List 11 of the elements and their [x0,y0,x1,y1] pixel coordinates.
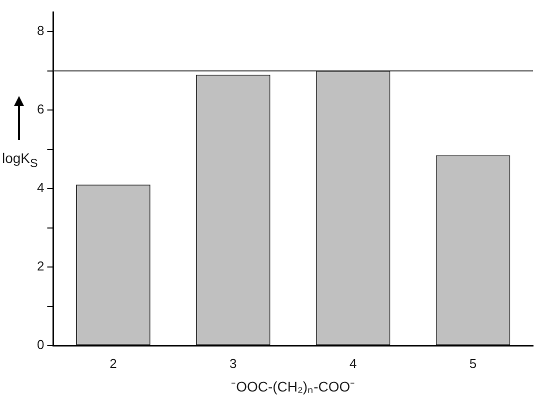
x-tick-label: 4 [349,356,357,371]
y-tick-label: 2 [36,258,44,274]
y-axis-title: logK$_{S}$ [2,150,38,170]
y-tick-label: 8 [36,23,44,38]
x-tick-label: 3 [230,356,237,371]
y-tick-label: 4 [36,180,44,196]
x-tick-label: 5 [469,356,477,371]
x-axis-title: ⁻OOC-(CH₂)ₙ-COO⁻ [231,378,356,394]
y-tick-label: 0 [36,337,44,352]
y-tick-label: 6 [36,102,44,117]
x-tick-label: 2 [110,356,117,371]
